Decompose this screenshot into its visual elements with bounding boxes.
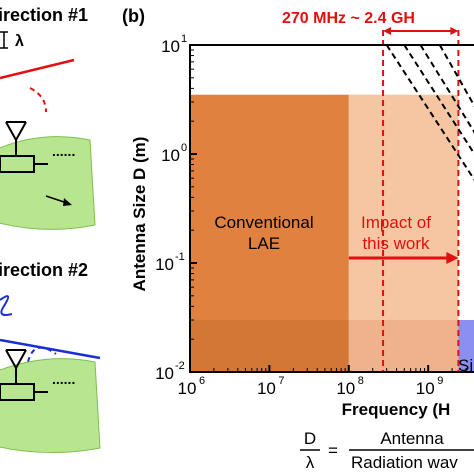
impact-arrow: [348, 252, 459, 264]
flexible-substrate-2: [0, 358, 101, 454]
dashed-line-4: [438, 44, 474, 108]
x-tick-exponent: 8: [358, 375, 364, 387]
y-tick-exponent: 0: [181, 142, 187, 154]
frequency-band-layer: [382, 30, 460, 372]
region-layer: [190, 94, 474, 372]
y-tick-exponent: -1: [175, 251, 185, 263]
antenna-icon-1: [0, 121, 48, 173]
y-tick-exponent: 1: [181, 33, 187, 45]
wave-blue-dashed: [27, 346, 57, 363]
dots-1: ......: [52, 143, 75, 159]
dots-2: ......: [52, 371, 75, 387]
x-tick-exponent: 7: [278, 375, 284, 387]
x-tick-label: 10: [416, 379, 435, 398]
lambda-symbol: λ: [15, 33, 24, 50]
conventional-label-line1: Conventional: [214, 213, 313, 232]
x-tick-label: 10: [336, 379, 355, 398]
formula-equals: =: [328, 441, 338, 460]
range-arrow: [383, 27, 459, 35]
conventional-label-line2: LAE: [248, 234, 280, 253]
antenna-icon-2: [0, 349, 48, 401]
range-arrow-head-left: [383, 27, 392, 35]
impact-label-line2: this work: [362, 234, 430, 253]
x-tick-label: 10: [178, 379, 197, 398]
wave-red-line: [0, 58, 75, 80]
y-axis-title: Antenna Size D (m): [130, 137, 149, 292]
direction2-label: irection #2: [0, 260, 88, 280]
si-label: Si: [458, 356, 473, 375]
formula: D λ = Antenna Radiation wav: [300, 429, 474, 472]
formula-rhs-numerator: Antenna: [380, 429, 444, 448]
region-impact-lower-band: [348, 319, 459, 372]
formula-lhs-numerator: D: [304, 429, 316, 448]
left-panel: irection #1 λ ...... irection #2: [0, 5, 101, 454]
y-tick-label: 10: [155, 364, 174, 383]
dashed-lines-layer: [385, 44, 474, 182]
panel-label: (b): [122, 6, 145, 26]
wave-blue-spiral: [0, 295, 13, 316]
range-arrow-head-right: [450, 27, 459, 35]
x-tick-exponent: 9: [437, 375, 443, 387]
x-tick-label: 10: [257, 379, 276, 398]
wave-red-dashed: [29, 87, 47, 113]
wave-blue-line: [0, 338, 101, 360]
dashed-line-1: [385, 44, 474, 182]
y-tick-label: 10: [161, 37, 180, 56]
x-tick-exponent: 6: [199, 375, 205, 387]
y-tick-label: 10: [155, 255, 174, 274]
plot-frame: [189, 44, 474, 373]
impact-arrow-head: [446, 252, 459, 264]
lambda-marker: [0, 31, 8, 49]
direction1-label: irection #1: [0, 5, 88, 25]
y-tick-label: 10: [161, 146, 180, 165]
dashed-line-2: [403, 44, 474, 156]
x-axis-ticks: 10 6 10 7 10 8 10 9: [178, 365, 467, 398]
formula-rhs-denominator: Radiation wav: [351, 453, 458, 472]
arrow-head-1: [63, 198, 72, 206]
dashed-line-3: [419, 44, 474, 134]
range-label: 270 MHz ~ 2.4 GH: [282, 10, 415, 27]
flexible-substrate-1: [0, 136, 96, 230]
region-conventional-lower-band: [190, 319, 349, 372]
region-si: [458, 319, 474, 372]
x-axis-title: Frequency (H: [342, 400, 451, 419]
y-tick-exponent: -2: [175, 360, 185, 372]
formula-lhs-denominator: λ: [306, 453, 315, 472]
impact-label-line1: Impact of: [361, 213, 431, 232]
